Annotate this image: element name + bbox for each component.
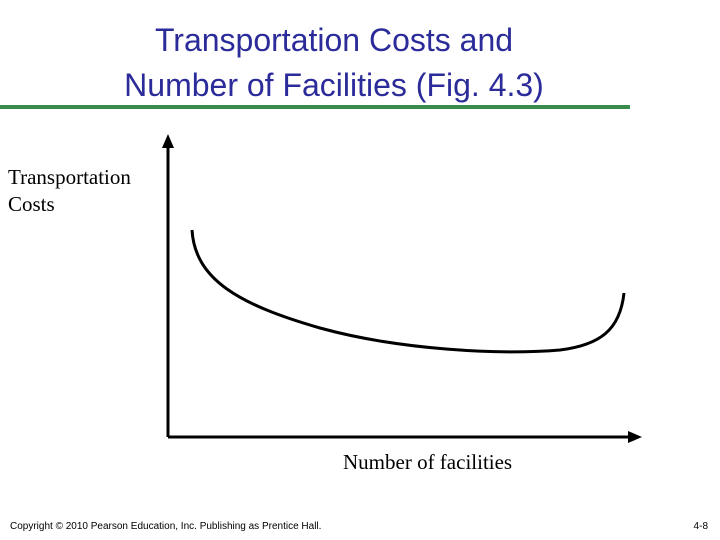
cost-curve xyxy=(190,229,626,354)
page-number: 4-8 xyxy=(694,521,709,532)
copyright: Copyright © 2010 Pearson Education, Inc.… xyxy=(10,521,321,532)
x-arrow xyxy=(628,431,642,443)
y-arrow xyxy=(162,134,174,148)
x-axis-label: Number of facilities xyxy=(343,450,512,474)
y-axis-label: Transportation xyxy=(8,165,131,189)
y-axis-label: Costs xyxy=(8,192,55,216)
title-line: Transportation Costs and xyxy=(155,22,513,58)
title-line: Number of Facilities (Fig. 4.3) xyxy=(124,67,544,103)
